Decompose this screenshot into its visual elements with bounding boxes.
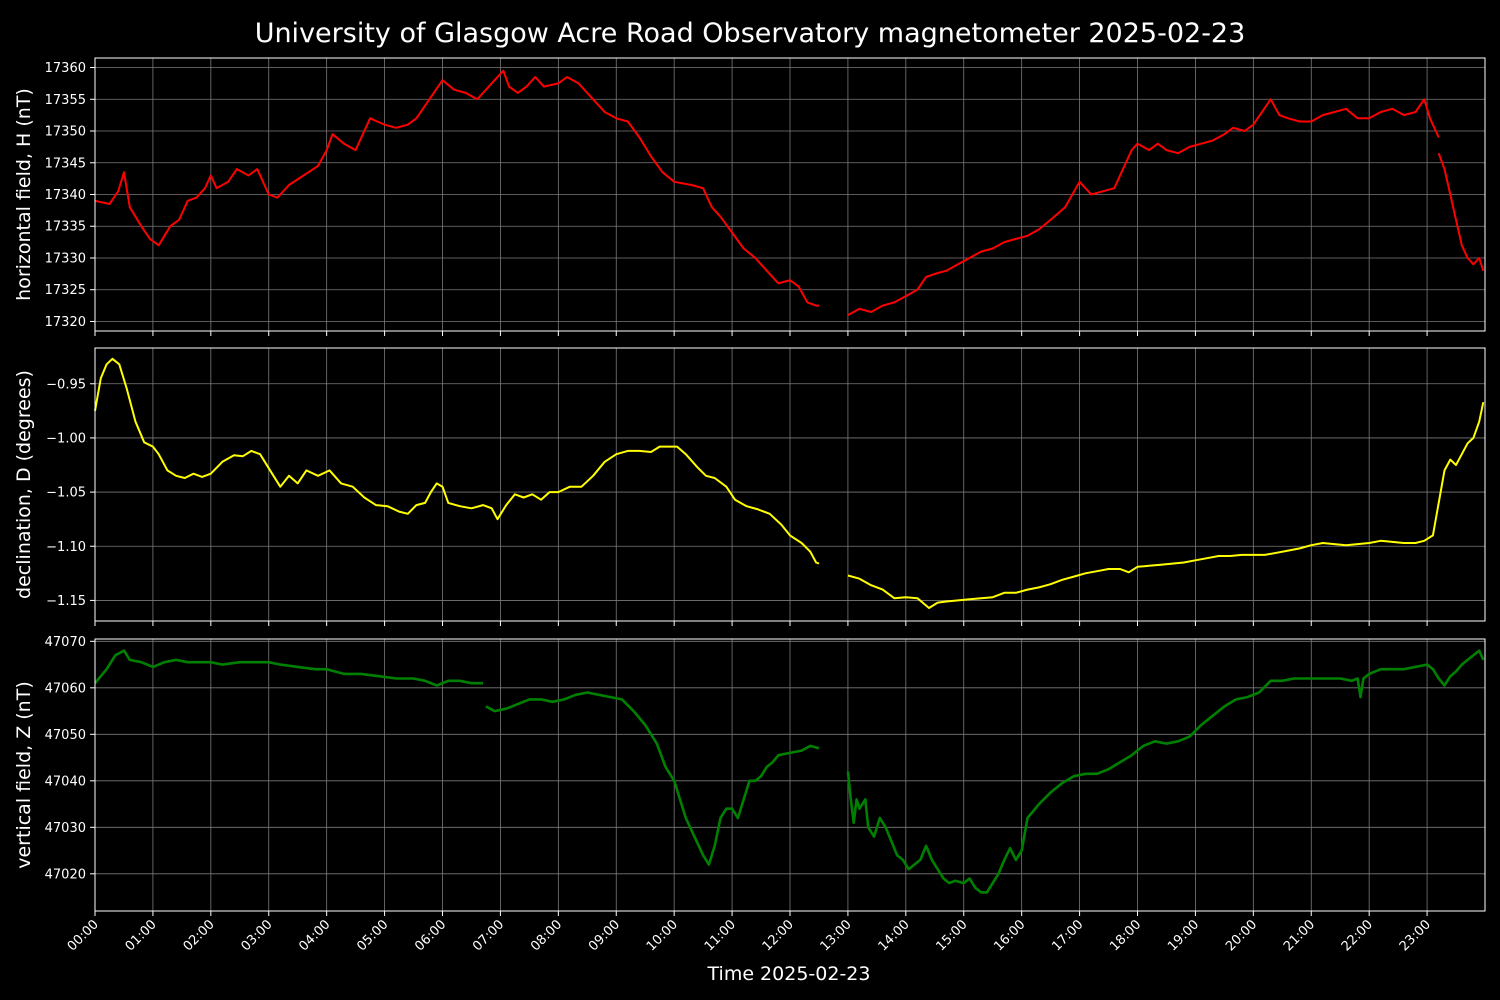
y-axis-label-z: vertical field, Z (nT)	[13, 681, 35, 869]
x-tick-label: 18:00	[1107, 917, 1144, 954]
y-tick-label: −1.00	[46, 431, 86, 446]
y-tick-label: 17325	[45, 283, 86, 298]
x-axis-label: Time 2025-02-23	[707, 963, 871, 985]
y-tick-label: 17355	[45, 93, 86, 108]
y-tick-label: 47020	[45, 867, 86, 882]
x-tick-label: 21:00	[1281, 917, 1318, 954]
x-tick-label: 08:00	[528, 917, 565, 954]
x-axis-ticks: 00:00 01:00 02:00 03:00 04:00 05:00 06:00 07:00…	[65, 917, 1434, 954]
y-tick-label: 47070	[45, 635, 86, 650]
panel-z: 47020 47030 47040 47050 47060 47070 vertical f…	[13, 635, 1486, 916]
series-line-z	[846, 649, 1485, 894]
panel-h: 17320 17325 17330 17335 17340 17345 17350 17355…	[13, 57, 1486, 336]
series-line-h	[847, 98, 1440, 316]
chart-title: University of Glasgow Acre Road Observat…	[255, 18, 1246, 49]
x-tick-label: 19:00	[1165, 917, 1202, 954]
x-tick-label: 01:00	[123, 917, 160, 954]
y-tick-label: 47050	[45, 728, 86, 743]
x-tick-label: 22:00	[1339, 917, 1376, 954]
y-tick-label: 17340	[45, 188, 86, 203]
y-tick-label: 17320	[45, 315, 86, 330]
y-axis-label-h: horizontal field, H (nT)	[13, 88, 35, 301]
x-tick-label: 13:00	[818, 917, 855, 954]
y-axis-label-d: declination, D (degrees)	[13, 370, 35, 599]
panels: 17320 17325 17330 17335 17340 17345 17350 17355…	[13, 57, 1486, 916]
y-tick-label: 17345	[45, 156, 86, 171]
y-tick-label: 17360	[45, 61, 86, 76]
series-line-d	[847, 401, 1485, 609]
x-tick-label: 15:00	[933, 917, 970, 954]
x-tick-label: 12:00	[760, 917, 797, 954]
series-line-z	[93, 649, 483, 687]
x-tick-label: 17:00	[1049, 917, 1086, 954]
y-tick-label: 47060	[45, 681, 86, 696]
y-tick-label: −1.05	[46, 486, 86, 501]
x-tick-label: 03:00	[238, 917, 275, 954]
x-tick-label: 07:00	[470, 917, 507, 954]
series-line-h	[1437, 152, 1485, 272]
x-tick-label: 05:00	[354, 917, 391, 954]
y-tick-label: −1.15	[46, 594, 86, 609]
y-tick-label: 17335	[45, 220, 86, 235]
plot-frame	[94, 57, 1486, 332]
series-line-d	[94, 357, 820, 565]
x-tick-label: 10:00	[644, 917, 681, 954]
x-tick-label: 16:00	[991, 917, 1028, 954]
x-tick-label: 23:00	[1397, 917, 1434, 954]
panel-d: −1.15 −1.10 −1.05 −1.00 −0.95 declination, D …	[13, 347, 1486, 626]
series-line-z	[485, 691, 820, 866]
x-tick-label: 20:00	[1223, 917, 1260, 954]
y-tick-label: 47040	[45, 774, 86, 789]
x-tick-label: 11:00	[702, 917, 739, 954]
y-tick-label: 17330	[45, 251, 86, 266]
y-tick-label: −1.10	[46, 540, 86, 555]
series-line-h	[94, 69, 819, 307]
y-tick-label: 17350	[45, 125, 86, 140]
y-tick-label: 47030	[45, 821, 86, 836]
x-tick-label: 09:00	[586, 917, 623, 954]
y-tick-label: −0.95	[46, 377, 86, 392]
x-tick-label: 02:00	[181, 917, 218, 954]
x-tick-label: 00:00	[65, 917, 102, 954]
x-tick-label: 06:00	[412, 917, 449, 954]
plot-frame	[94, 638, 1486, 912]
x-tick-label: 14:00	[876, 917, 913, 954]
x-tick-label: 04:00	[296, 917, 333, 954]
plot-frame	[94, 347, 1486, 622]
